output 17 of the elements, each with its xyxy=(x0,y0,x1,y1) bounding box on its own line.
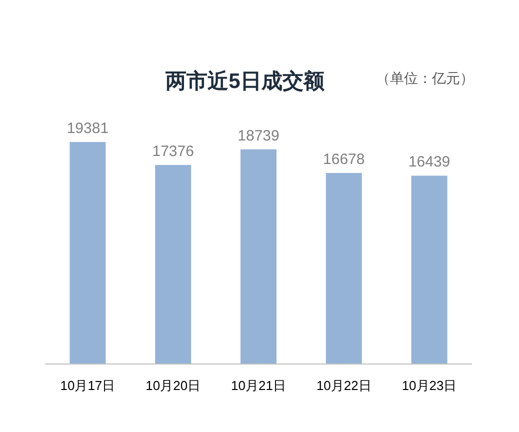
chart-title: 两市近5日成交额 xyxy=(164,69,326,93)
x-tick-label: 10月23日 xyxy=(402,378,457,393)
bar xyxy=(240,149,276,364)
bar xyxy=(411,176,448,364)
data-label: 18739 xyxy=(238,127,280,144)
x-tick-label: 10月20日 xyxy=(146,378,201,393)
text: （单位：亿元） xyxy=(376,70,474,86)
x-tick-label: 10月17日 xyxy=(60,378,116,393)
data-label: 16439 xyxy=(408,154,450,171)
data-label: 19381 xyxy=(66,120,109,137)
x-tick-label: 10月21日 xyxy=(231,378,286,393)
bar xyxy=(70,142,106,364)
x-tick-label: 10月22日 xyxy=(316,378,372,393)
bar xyxy=(326,172,362,364)
data-label: 17376 xyxy=(152,142,194,160)
data-label: 16678 xyxy=(323,150,365,168)
bar xyxy=(155,164,192,364)
